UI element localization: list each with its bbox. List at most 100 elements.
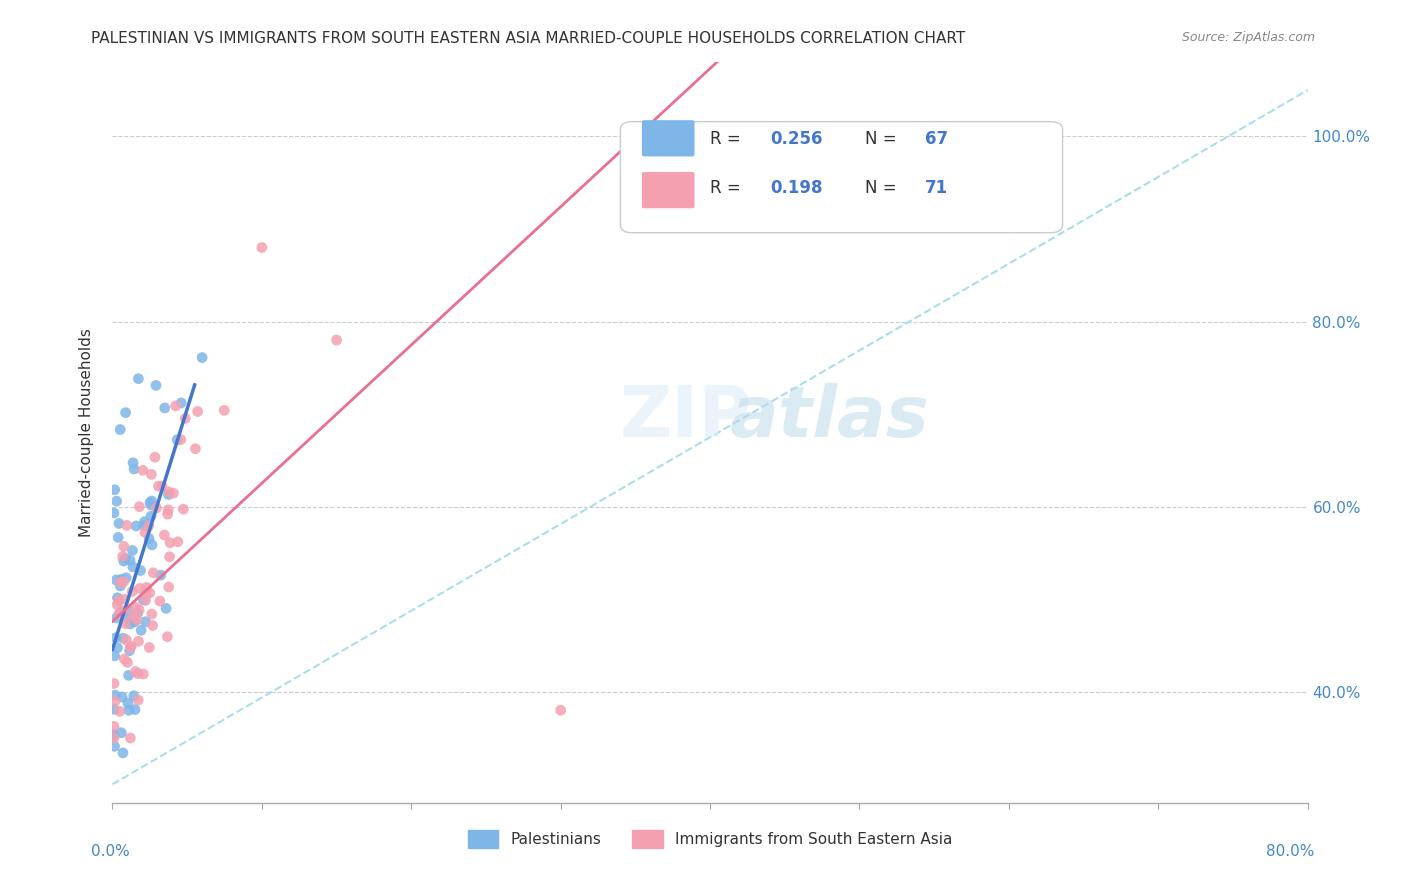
Point (103, 506, 125, 520)
Point (111, 746, 134, 760)
Point (128, 582, 150, 596)
Point (117, 696, 139, 710)
Point (115, 518, 138, 533)
Point (112, 540, 135, 554)
Point (139, 498, 162, 512)
Point (134, 515, 156, 529)
Text: ZIP: ZIP (620, 384, 752, 452)
Point (125, 613, 148, 627)
Point (117, 668, 139, 682)
Point (138, 640, 160, 655)
Point (550, 703, 572, 717)
Point (153, 528, 176, 542)
Point (104, 631, 127, 645)
Point (120, 640, 142, 655)
Point (114, 406, 136, 420)
Point (104, 688, 127, 702)
Point (155, 601, 177, 615)
FancyBboxPatch shape (620, 121, 1063, 233)
Point (110, 725, 132, 739)
Point (157, 487, 180, 501)
Point (122, 462, 145, 476)
Point (157, 484, 180, 499)
Point (159, 549, 181, 564)
Point (112, 652, 135, 666)
Point (117, 604, 139, 618)
Point (107, 640, 129, 655)
Point (122, 689, 145, 703)
Point (112, 592, 135, 607)
Point (153, 401, 176, 415)
Point (150, 479, 173, 493)
Point (103, 702, 125, 716)
Point (128, 603, 150, 617)
Point (132, 593, 155, 607)
Point (124, 615, 146, 629)
Point (141, 494, 163, 508)
Point (111, 690, 134, 704)
Point (135, 580, 157, 594)
Point (127, 372, 149, 386)
Point (135, 593, 157, 607)
Point (166, 433, 188, 447)
Point (121, 559, 143, 574)
Point (157, 580, 180, 594)
Point (108, 705, 131, 719)
Text: 0.256: 0.256 (770, 129, 823, 148)
Point (104, 483, 127, 497)
Point (159, 536, 181, 550)
Point (132, 463, 155, 477)
Point (108, 607, 131, 621)
Point (114, 616, 136, 631)
Point (132, 667, 155, 681)
Point (121, 584, 143, 599)
Point (138, 519, 160, 533)
Legend: Palestinians, Immigrants from South Eastern Asia: Palestinians, Immigrants from South East… (461, 823, 959, 855)
FancyBboxPatch shape (643, 120, 695, 156)
Text: atlas: atlas (730, 384, 929, 452)
Point (117, 656, 139, 670)
Point (127, 666, 149, 681)
Point (162, 486, 184, 500)
Text: 0.198: 0.198 (770, 179, 823, 197)
Text: 0.0%: 0.0% (91, 845, 131, 859)
Point (134, 525, 156, 540)
Point (118, 643, 141, 657)
Point (325, 333, 347, 347)
Point (105, 598, 128, 612)
Point (103, 739, 125, 754)
Point (122, 609, 145, 624)
Point (170, 396, 193, 410)
Point (112, 632, 135, 646)
Text: R =: R = (710, 179, 747, 197)
Point (124, 702, 146, 716)
Y-axis label: Married-couple Households: Married-couple Households (79, 328, 94, 537)
Text: 67: 67 (925, 129, 948, 148)
Point (112, 574, 135, 589)
Point (141, 538, 163, 552)
Point (129, 564, 152, 578)
Point (108, 516, 131, 531)
Point (212, 403, 235, 417)
Point (139, 509, 162, 524)
Point (132, 518, 155, 533)
Point (120, 640, 142, 654)
Text: N =: N = (866, 129, 903, 148)
Point (104, 648, 127, 663)
Point (110, 605, 132, 619)
Point (105, 573, 128, 587)
Point (111, 549, 134, 564)
Point (110, 423, 132, 437)
Point (135, 615, 157, 629)
Point (170, 433, 193, 447)
Point (108, 805, 131, 819)
Point (157, 503, 180, 517)
Point (184, 442, 207, 456)
Point (149, 568, 172, 582)
Point (172, 502, 194, 516)
Point (145, 378, 167, 392)
Point (149, 594, 172, 608)
Point (110, 575, 132, 590)
Point (103, 727, 125, 741)
Point (105, 611, 128, 625)
